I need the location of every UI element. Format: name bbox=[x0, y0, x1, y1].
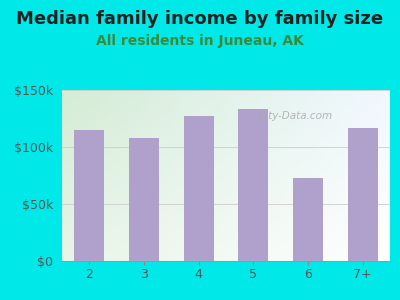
Text: All residents in Juneau, AK: All residents in Juneau, AK bbox=[96, 34, 304, 49]
Text: Median family income by family size: Median family income by family size bbox=[16, 11, 384, 28]
Text: City-Data.com: City-Data.com bbox=[259, 110, 333, 121]
Bar bbox=[129, 138, 159, 261]
Bar bbox=[348, 128, 378, 261]
Bar bbox=[184, 116, 214, 261]
Bar bbox=[238, 110, 268, 261]
Bar bbox=[74, 130, 104, 261]
Bar bbox=[293, 178, 323, 261]
